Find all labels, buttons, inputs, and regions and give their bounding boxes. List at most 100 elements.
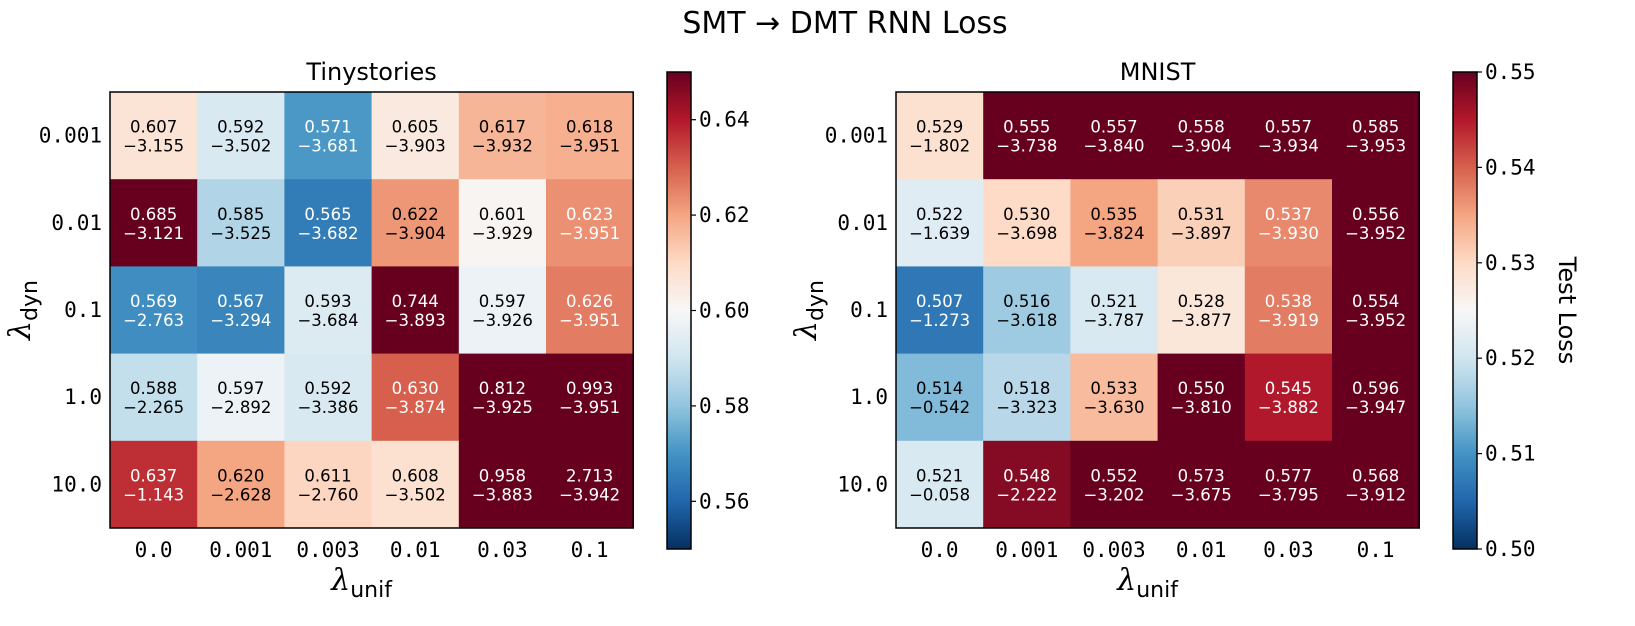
cell-value: 0.528 [1178, 292, 1225, 311]
heatmap-cell [983, 179, 1071, 267]
x-tick-label: 0.1 [571, 538, 609, 562]
x-axis-label: λunif [330, 563, 393, 603]
x-tick-label: 0.001 [995, 538, 1058, 562]
x-tick-label: 0.01 [1176, 538, 1227, 562]
heatmap-cell [546, 92, 634, 180]
cell-secondary-value: −3.951 [559, 224, 620, 243]
colorbar: 0.56 0.58 0.60 0.62 0.64 [666, 71, 750, 550]
y-tick-label: 0.001 [39, 124, 102, 148]
heatmap-cell [546, 353, 634, 442]
heatmap-cell [197, 179, 285, 267]
colorbar-tick-label: 0.54 [1485, 155, 1536, 179]
cell-secondary-value: −3.810 [1171, 398, 1232, 417]
heatmap-cell [1244, 440, 1333, 529]
heatmap-cell [458, 92, 547, 180]
heatmap-cell [1244, 266, 1333, 355]
cell-value: 0.557 [1090, 118, 1137, 137]
heatmap-cell [1244, 353, 1333, 442]
cell-value: 0.585 [1352, 118, 1399, 137]
y-tick-label: 0.1 [850, 298, 888, 322]
y-tick-label: 1.0 [64, 385, 102, 409]
cell-value: 0.537 [1265, 205, 1312, 224]
cell-value: 0.531 [1178, 205, 1225, 224]
heatmap-cell [983, 266, 1071, 355]
cell-secondary-value: −3.630 [1083, 398, 1144, 417]
cell-secondary-value: −3.942 [559, 485, 620, 504]
cell-secondary-value: −2.892 [210, 398, 271, 417]
cell-secondary-value: −2.628 [210, 485, 271, 504]
cell-value: 0.577 [1265, 466, 1312, 485]
cell-secondary-value: −3.121 [123, 224, 184, 243]
cell-value: 0.597 [217, 379, 264, 398]
colorbar-tick-label: 0.62 [699, 203, 750, 227]
cell-value: 0.617 [479, 118, 526, 137]
heatmap-cell [458, 353, 547, 442]
heatmap-cell [197, 440, 285, 529]
cell-value: 0.588 [130, 379, 177, 398]
heatmap-cell [284, 353, 373, 442]
plot-frame [109, 91, 634, 529]
cell-secondary-value: −3.698 [996, 224, 1057, 243]
cell-secondary-value: −3.824 [1083, 224, 1144, 243]
cell-value: 0.608 [392, 466, 439, 485]
cell-value: 0.620 [217, 466, 264, 485]
cell-value: 0.516 [1003, 292, 1050, 311]
heatmap-cell [371, 353, 460, 442]
heatmap-cell [110, 266, 198, 355]
y-tick-label: 10.0 [837, 472, 888, 496]
panel-title: MNIST [1120, 58, 1196, 86]
y-tick-label: 0.1 [64, 298, 102, 322]
cell-value: 0.568 [1352, 466, 1399, 485]
cell-secondary-value: −3.323 [996, 398, 1057, 417]
cell-secondary-value: −2.760 [297, 485, 358, 504]
heatmap-cell [1332, 353, 1420, 442]
heatmap-cell [1332, 179, 1420, 267]
heatmap-cell [1332, 440, 1420, 529]
heatmap-cell [458, 266, 547, 355]
heatmap-cell [1244, 92, 1333, 180]
cell-value: 0.507 [916, 292, 963, 311]
cell-value: 0.618 [566, 118, 613, 137]
heatmap-cell [1070, 179, 1159, 267]
heatmap-cell [546, 440, 634, 529]
cell-secondary-value: −3.502 [210, 137, 271, 156]
heatmap-cell [1332, 266, 1420, 355]
cell-secondary-value: −3.883 [472, 485, 533, 504]
heatmap-cell [284, 440, 373, 529]
x-tick-label: 0.003 [1082, 538, 1145, 562]
heatmap-cell [546, 179, 634, 267]
cell-secondary-value: −3.840 [1083, 137, 1144, 156]
cell-secondary-value: −3.525 [210, 224, 271, 243]
cell-secondary-value: −3.787 [1083, 311, 1144, 330]
cell-value: 0.567 [217, 292, 264, 311]
colorbar-gradient [1452, 71, 1478, 550]
heatmap-cell [896, 353, 984, 442]
x-tick-label: 0.0 [921, 538, 959, 562]
heatmap-cell [197, 266, 285, 355]
cell-secondary-value: −3.929 [472, 224, 533, 243]
cell-secondary-value: −3.294 [210, 311, 271, 330]
heatmap-cell [458, 440, 547, 529]
cell-secondary-value: −3.930 [1258, 224, 1319, 243]
cell-value: 0.592 [217, 118, 264, 137]
heatmap-cell [371, 179, 460, 267]
heatmap-cell [284, 92, 373, 180]
cell-value: 0.637 [130, 466, 177, 485]
panel-title: Tinystories [305, 58, 436, 86]
y-axis-label: λdyn [3, 280, 43, 341]
heatmap-cell [110, 353, 198, 442]
x-axis-label: λunif [1116, 563, 1179, 603]
colorbar: 0.50 0.51 0.52 0.53 0.54 0.55 Test Loss [1452, 60, 1581, 561]
plot-frame [895, 91, 1420, 529]
cell-value: 0.569 [130, 292, 177, 311]
colorbar-tick-label: 0.53 [1485, 251, 1536, 275]
y-tick-label: 10.0 [51, 472, 102, 496]
cell-value: 0.573 [1178, 466, 1225, 485]
cell-secondary-value: −3.934 [1258, 137, 1319, 156]
cell-secondary-value: −3.202 [1083, 485, 1144, 504]
colorbar-tick-label: 0.50 [1485, 537, 1536, 561]
cell-secondary-value: −3.874 [385, 398, 446, 417]
cell-secondary-value: −3.953 [1345, 137, 1406, 156]
y-tick-label: 0.01 [51, 211, 102, 235]
cell-value: 0.593 [304, 292, 351, 311]
